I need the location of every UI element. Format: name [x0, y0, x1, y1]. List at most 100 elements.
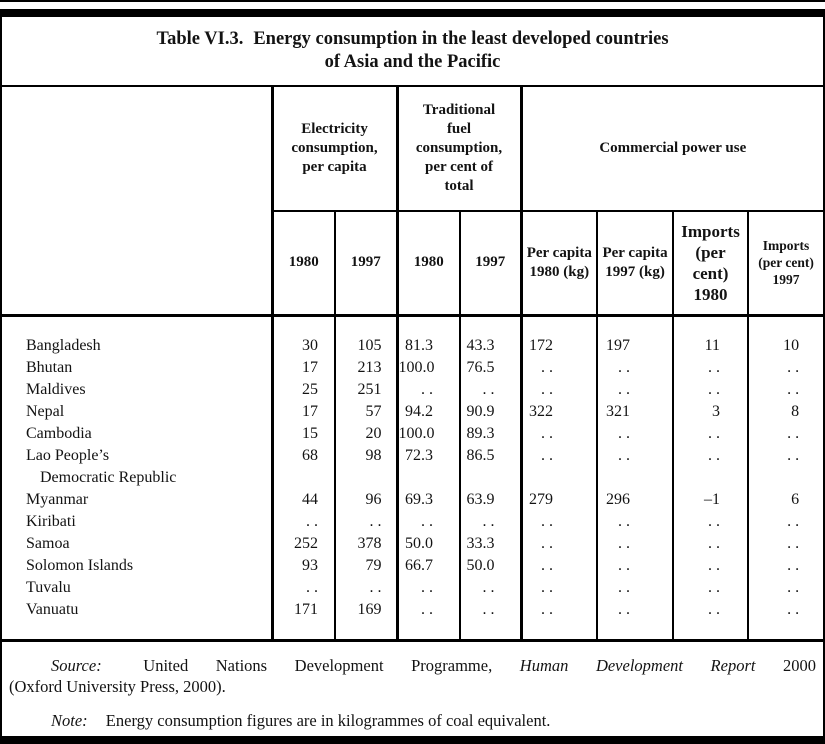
value-cell: . . — [333, 576, 398, 599]
column-header-fuel-1980: 1980 — [395, 211, 461, 317]
value-cell: . . — [747, 422, 824, 445]
value-cell: . . — [395, 510, 461, 533]
source-line: Source: United Nations Development Progr… — [9, 655, 816, 676]
value-cell: 63.9 — [459, 488, 522, 511]
country-cell: Myanmar — [26, 490, 89, 508]
rule-gap — [0, 2, 825, 9]
value-cell: 252 — [270, 532, 335, 555]
table-title: Table VI.3. Energy consumption in the lea… — [2, 17, 823, 87]
table-title-line2: of Asia and the Pacific — [324, 52, 501, 72]
table-row: Maldives 25 251. .. .. .. .. .. . — [2, 378, 824, 401]
value-cell: . . — [459, 598, 522, 639]
source-line-2: (Oxford University Press, 2000). — [9, 676, 226, 696]
value-cell: 17 — [270, 356, 335, 379]
value-cell: 66.7 — [395, 554, 461, 577]
value-cell: . . — [672, 576, 749, 599]
note-line: Note: Energy consumption figures are in … — [9, 710, 816, 731]
value-cell: . . — [459, 510, 522, 533]
value-cell: 50.0 — [459, 554, 522, 577]
group-header-traditional-fuel: Traditional fuel consumption, per cent o… — [395, 87, 522, 212]
country-cell: Tuvalu — [26, 578, 71, 596]
value-cell: . . — [672, 598, 749, 639]
value-cell: 279 — [519, 488, 598, 511]
value-cell: . . — [519, 422, 598, 445]
table-number: Table VI.3. — [156, 29, 244, 49]
value-cell: 100.0 — [395, 356, 461, 379]
source-publication: Human Development Report — [519, 655, 756, 675]
energy-consumption-table: Electricity consumption, per capita Trad… — [2, 87, 824, 639]
value-cell: 172 — [519, 315, 598, 357]
column-header-electricity-1980: 1980 — [270, 211, 335, 317]
value-cell: 171 — [270, 598, 335, 639]
column-header-fuel-1997: 1997 — [459, 211, 522, 317]
table-title-text: Energy consumption in the least develope… — [253, 29, 669, 49]
value-cell: 10 — [747, 315, 824, 357]
value-cell: 105 — [333, 315, 398, 357]
value-cell: 68 — [270, 444, 335, 489]
table-body: Bangladesh 30 105 81.3 43.3 172 197 11 10 Bhutan 1… — [2, 315, 824, 639]
table-row: Bhutan 17 213 100.0 76.5. .. .. .. . — [2, 356, 824, 379]
table-title-line1: Table VI.3. Energy consumption in the lea… — [156, 28, 668, 51]
value-cell: . . — [519, 444, 598, 489]
value-cell: . . — [672, 422, 749, 445]
value-cell: 81.3 — [395, 315, 461, 357]
column-header-percapita-1980: Per capita 1980 (kg) — [519, 211, 598, 317]
table-row: Cambodia 15 20 100.0 89.3. .. .. .. . — [2, 422, 824, 445]
value-cell: . . — [459, 576, 522, 599]
note-text: Energy consumption figures are in kilogr… — [105, 710, 551, 730]
value-cell: 15 — [270, 422, 335, 445]
stub-header-cell — [2, 87, 272, 317]
value-cell: . . — [270, 510, 335, 533]
value-cell: . . — [596, 378, 674, 401]
table-row: Lao People’s Democratic Republic 68 98 72.3 8… — [2, 444, 824, 489]
value-cell: . . — [747, 444, 824, 489]
table-row: Nepal 17 57 94.2 90.9 322 321 3 8 — [2, 400, 824, 423]
value-cell: 79 — [333, 554, 398, 577]
value-cell: 20 — [333, 422, 398, 445]
value-cell: 94.2 — [395, 400, 461, 423]
value-cell: . . — [395, 576, 461, 599]
value-cell: . . — [270, 576, 335, 599]
value-cell: 378 — [333, 532, 398, 555]
group-header-electricity: Electricity consumption, per capita — [270, 87, 398, 212]
value-cell: 213 — [333, 356, 398, 379]
value-cell: 50.0 — [395, 532, 461, 555]
country-cell: Bhutan — [26, 358, 73, 376]
value-cell: 296 — [596, 488, 674, 511]
column-header-imports-1980: Imports (per cent) 1980 — [672, 211, 749, 317]
value-cell: . . — [519, 576, 598, 599]
country-cell: Cambodia — [26, 424, 92, 442]
value-cell: . . — [747, 532, 824, 555]
value-cell: . . — [519, 356, 598, 379]
value-cell: 197 — [596, 315, 674, 357]
value-cell: 11 — [672, 315, 749, 357]
value-cell: . . — [747, 378, 824, 401]
group-header-commercial-power: Commercial power use — [519, 87, 824, 212]
table-row: Kiribati. .. .. .. .. .. .. .. . — [2, 510, 824, 533]
value-cell: –1 — [672, 488, 749, 511]
value-cell: 8 — [747, 400, 824, 423]
value-cell: . . — [596, 510, 674, 533]
value-cell: . . — [519, 510, 598, 533]
table-row: Samoa 252 378 50.0 33.3. .. .. .. . — [2, 532, 824, 555]
value-cell: . . — [672, 356, 749, 379]
source-year: 2000 — [783, 655, 817, 675]
value-cell: 93 — [270, 554, 335, 577]
value-cell: . . — [596, 444, 674, 489]
value-cell: . . — [672, 510, 749, 533]
value-cell: 43.3 — [459, 315, 522, 357]
country-cell: Solomon Islands — [26, 556, 134, 574]
value-cell: . . — [747, 554, 824, 577]
column-header-electricity-1997: 1997 — [333, 211, 398, 317]
group-header-row: Electricity consumption, per capita Trad… — [2, 87, 824, 317]
value-cell: . . — [333, 510, 398, 533]
value-cell: 72.3 — [395, 444, 461, 489]
column-header-percapita-1997: Per capita 1997 (kg) — [596, 211, 674, 317]
value-cell: . . — [672, 554, 749, 577]
value-cell: . . — [596, 532, 674, 555]
top-thin-rule — [0, 0, 825, 2]
value-cell: 69.3 — [395, 488, 461, 511]
table-row: Vanuatu 171 169. .. .. .. .. .. . — [2, 598, 824, 639]
column-header-row: 1980 1997 1980 1997 Per capita 1980 (kg)… — [2, 211, 824, 317]
value-cell: . . — [395, 378, 461, 401]
